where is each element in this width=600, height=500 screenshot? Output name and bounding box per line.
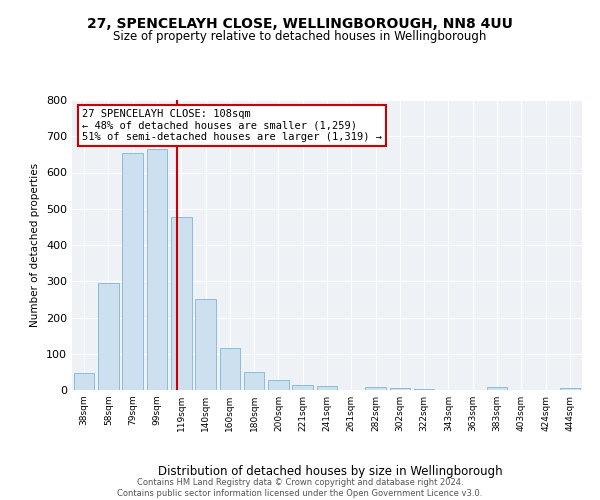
Bar — [389, 388, 410, 390]
Bar — [98, 283, 119, 390]
Bar — [171, 216, 191, 390]
Text: 27 SPENCELAYH CLOSE: 108sqm
← 48% of detached houses are smaller (1,259)
51% of : 27 SPENCELAYH CLOSE: 108sqm ← 48% of det… — [82, 108, 382, 142]
Bar — [220, 348, 240, 390]
Y-axis label: Number of detached properties: Number of detached properties — [31, 163, 40, 327]
Bar — [268, 380, 289, 390]
Bar — [487, 388, 508, 390]
Bar — [560, 388, 580, 390]
Bar — [146, 149, 167, 390]
Bar — [365, 388, 386, 390]
Text: Distribution of detached houses by size in Wellingborough: Distribution of detached houses by size … — [158, 464, 502, 477]
Bar — [292, 384, 313, 390]
Text: Contains HM Land Registry data © Crown copyright and database right 2024.
Contai: Contains HM Land Registry data © Crown c… — [118, 478, 482, 498]
Bar — [414, 389, 434, 390]
Bar — [74, 372, 94, 390]
Bar — [122, 154, 143, 390]
Bar — [195, 300, 216, 390]
Bar — [244, 372, 265, 390]
Text: Size of property relative to detached houses in Wellingborough: Size of property relative to detached ho… — [113, 30, 487, 43]
Bar — [317, 386, 337, 390]
Text: 27, SPENCELAYH CLOSE, WELLINGBOROUGH, NN8 4UU: 27, SPENCELAYH CLOSE, WELLINGBOROUGH, NN… — [87, 18, 513, 32]
